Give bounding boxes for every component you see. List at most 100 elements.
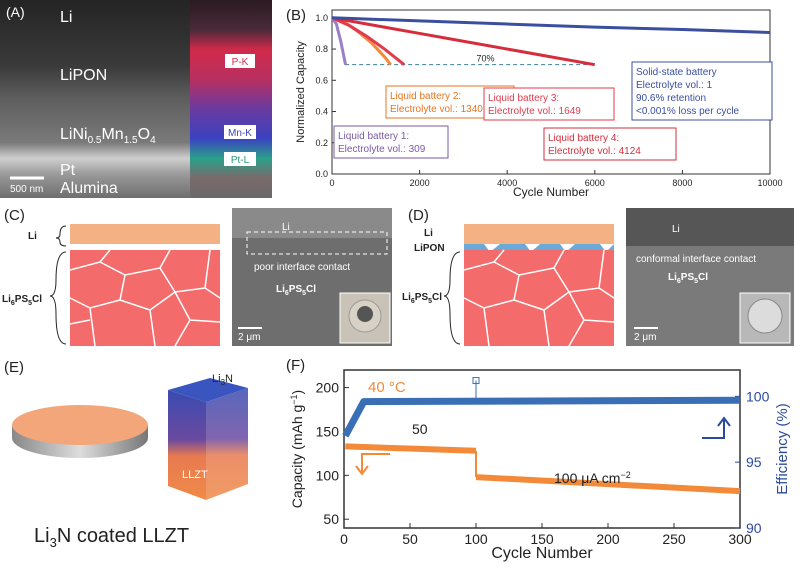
y-right-axis-label: Efficiency (%)	[774, 403, 791, 494]
annotation-text: Electrolyte vol.: 1649	[488, 106, 581, 117]
layer-pt: Pt	[60, 162, 76, 179]
y-left-tick-label: 150	[316, 423, 340, 439]
layer-lipon: LiPON	[60, 67, 107, 84]
panel-d-figure: (D) Li LiPON Li6PS5Cl Li conformal inter…	[402, 207, 794, 347]
lps-layer	[70, 250, 220, 346]
eds-pt-label: Pt-L	[231, 155, 250, 166]
li3n-coated-disc	[12, 405, 148, 445]
series-line	[330, 16, 348, 65]
annotation-text: Liquid battery 1:	[338, 131, 409, 142]
panel-label-d: (D)	[408, 207, 429, 224]
annotation-box	[483, 87, 615, 121]
label-lps: Li6PS5Cl	[402, 292, 442, 305]
cube-label-li3n: Li3N	[212, 373, 233, 387]
panel-b-chart: (B) 0 2000 4000 6000 8000 10000 0.0 0.2 0.4 0.6 0.8…	[286, 7, 783, 199]
sem-label-li: Li	[672, 224, 680, 235]
y-left-tick-label: 100	[316, 467, 340, 483]
annotation-text: <0.001% loss per cycle	[636, 106, 740, 117]
panel-f-chart: (F)0 50 100 150 200 250 300501001502009095100C…	[286, 357, 791, 562]
panel-label-e: (E)	[4, 359, 24, 376]
grain-boundaries	[463, 249, 615, 347]
cube-top	[168, 378, 248, 402]
x-tick-label: 2000	[410, 178, 430, 188]
layer-li: Li	[60, 9, 72, 26]
pellet-li-icon	[357, 306, 373, 322]
scale-bar-label: 2 μm	[634, 332, 656, 343]
panel-label-a: (A)	[6, 4, 25, 20]
sem-li-region	[626, 208, 794, 246]
panel-f: (F) 0 50 100 150 200 250 300 50 100 150 200 90 95 100 C…	[282, 350, 800, 563]
x-tick-label: 8000	[672, 178, 692, 188]
eds-map	[190, 0, 272, 198]
label-lps: Li6PS5Cl	[2, 294, 42, 307]
rate2-label: 100 μA cm−2	[554, 470, 631, 486]
eds-label-box	[225, 54, 255, 68]
x-tick-label: 200	[596, 531, 620, 547]
lps-layer	[464, 250, 614, 346]
rate1-label: 50	[412, 421, 428, 437]
eds-p-label: P-K	[232, 57, 249, 68]
bracket-lps	[443, 251, 461, 345]
y-tick-label: 0.2	[315, 138, 328, 148]
x-tick-label: 150	[530, 531, 554, 547]
y-axis-label: Normalized Capacity	[295, 41, 307, 143]
annotation-text: Solid-state battery	[636, 67, 717, 78]
sem-interface-text: conformal interface contact	[636, 254, 756, 265]
x-axis-label: Cycle Number	[513, 185, 589, 199]
y-tick-label: 0.8	[315, 44, 328, 54]
y-tick-label: 0.4	[315, 107, 328, 117]
annotation-box	[333, 125, 449, 159]
right-axis-arrow	[702, 416, 731, 439]
x-tick-label: 4000	[497, 178, 517, 188]
x-tick-label: 6000	[585, 178, 605, 188]
panel-e-figure: (E) Li3N LLZT Li3N coated LLZT	[4, 359, 248, 550]
series-line	[331, 16, 771, 34]
panel-label-c: (C)	[4, 207, 25, 224]
series-line	[331, 16, 596, 67]
label-li: Li	[424, 228, 433, 239]
li-layer	[464, 224, 614, 244]
efficiency-series	[342, 396, 741, 438]
annotation-text: Electrolyte vol.: 309	[338, 144, 426, 155]
y-tick-label: 1.0	[315, 13, 328, 23]
panel-b: (B) 0 2000 4000 6000 8000 10000 0.0 0.2 0.4 0.6 0.8…	[282, 0, 800, 200]
annotation-box	[631, 61, 773, 121]
label-li: Li	[28, 231, 37, 242]
li-layer	[70, 224, 220, 244]
bracket-lps	[49, 251, 67, 345]
panel-a: Li LiPON LiNi0.5Mn1.5O4 Pt Alumina 500 n…	[0, 0, 272, 198]
panel-c: (C) Li Li6PS5Cl Li poor interface contac…	[0, 200, 400, 348]
bracket-li	[55, 225, 67, 247]
cube-left-face	[168, 390, 206, 500]
sem-li-region	[232, 208, 392, 238]
y-left-tick-label: 200	[316, 380, 340, 396]
series-line	[331, 16, 406, 66]
layer-alumina: Alumina	[60, 180, 118, 197]
y-right-tick-label: 95	[746, 454, 762, 470]
panel-label-b: (B)	[286, 7, 306, 24]
annotation-text: Liquid battery 2:	[390, 91, 461, 102]
layer-lnmo: LiNi0.5Mn1.5O4	[60, 126, 156, 146]
panel-c-figure: (C) Li Li6PS5Cl Li poor interface contac…	[2, 207, 392, 347]
x-axis-label: Cycle Number	[491, 545, 593, 562]
left-axis-arrow	[355, 453, 390, 476]
sem-interface-text: poor interface contact	[254, 262, 350, 273]
capacity-series	[475, 474, 741, 495]
grain-boundaries	[69, 249, 221, 347]
sem-cross-section	[0, 0, 190, 198]
y-tick-label: 0.6	[315, 75, 328, 85]
temperature-label: 40 °C	[368, 379, 406, 396]
annotation-text: Electrolyte vol.: 1	[636, 80, 713, 91]
pellet-icon	[747, 298, 783, 334]
sem-label-li: Li	[282, 222, 290, 233]
annotation-text: Liquid battery 4:	[548, 133, 619, 144]
y-left-tick-label: 50	[323, 511, 339, 527]
panel-label-f: (F)	[286, 357, 305, 374]
eds-label-box	[224, 152, 256, 166]
annotation-text: Electrolyte vol.: 4124	[548, 146, 641, 157]
x-tick-label: 300	[728, 531, 752, 547]
y-tick-label: 0.0	[315, 169, 328, 179]
x-tick-label: 50	[402, 531, 418, 547]
scale-bar-label: 500 nm	[10, 184, 43, 195]
y-right-tick-label: 100	[746, 388, 770, 404]
